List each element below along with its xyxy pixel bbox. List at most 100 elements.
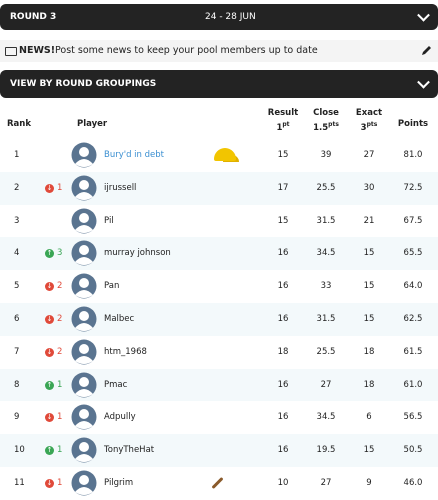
column-header: Result 1pt bbox=[263, 108, 303, 140]
cell-points: 81.0 bbox=[403, 150, 423, 160]
spoon-icon bbox=[211, 476, 224, 490]
column-weight: 3 bbox=[360, 122, 367, 133]
cell-result: 17 bbox=[277, 182, 289, 193]
cell-points: 61.0 bbox=[403, 379, 423, 390]
move-icon: ↓ bbox=[45, 347, 54, 357]
cell-result: 16 bbox=[277, 314, 289, 324]
groupings-bar[interactable]: VIEW BY ROUND GROUPINGS bbox=[0, 70, 438, 98]
cell-result: 15 bbox=[277, 150, 289, 160]
cell-points: 65.5 bbox=[403, 248, 423, 259]
cell-close: 27 bbox=[320, 379, 332, 390]
cell-close: 25.5 bbox=[316, 346, 336, 357]
cell-points: 64.0 bbox=[403, 281, 423, 292]
cell-points: 56.5 bbox=[403, 412, 423, 423]
rank: 7 bbox=[14, 346, 20, 357]
cell-close: 19.5 bbox=[316, 445, 336, 456]
move-amount: 1 bbox=[57, 379, 63, 390]
edit-icon[interactable] bbox=[421, 45, 432, 56]
player-name[interactable]: Adpully bbox=[104, 412, 136, 423]
column-label: Close bbox=[313, 108, 339, 118]
round-label: ROUND 3 bbox=[10, 12, 57, 22]
move-icon: ↑ bbox=[45, 446, 54, 456]
avatar[interactable] bbox=[71, 208, 97, 234]
cell-close: 31.5 bbox=[316, 314, 336, 324]
move-amount: 1 bbox=[57, 412, 63, 423]
player-name[interactable]: ijrussell bbox=[104, 182, 137, 193]
cell-result: 16 bbox=[277, 379, 289, 390]
cell-exact: 21 bbox=[363, 215, 375, 226]
player-name[interactable]: murray johnson bbox=[104, 248, 171, 259]
move-icon: ↓ bbox=[45, 183, 54, 193]
column-header: Player bbox=[72, 108, 137, 140]
player-name[interactable]: Malbec bbox=[104, 314, 135, 324]
news-bar: NEWS! Post some news to keep your pool m… bbox=[0, 40, 438, 62]
avatar[interactable] bbox=[71, 339, 97, 365]
rank: 5 bbox=[14, 281, 20, 292]
column-header: Close 1.5pts bbox=[306, 108, 346, 140]
player-name[interactable]: Pan bbox=[104, 281, 120, 292]
column-label: Points bbox=[397, 119, 429, 129]
rank: 11 bbox=[14, 478, 25, 488]
news-icon bbox=[5, 47, 17, 56]
table-row: 2 ↓ 1 ijrussell 17 25.5 30 72.5 bbox=[0, 171, 438, 205]
avatar[interactable] bbox=[71, 142, 97, 168]
avatar[interactable] bbox=[71, 175, 97, 201]
round-dates: 24 - 28 JUN bbox=[205, 12, 256, 22]
cell-close: 34.5 bbox=[316, 412, 336, 423]
avatar[interactable] bbox=[71, 240, 97, 266]
column-header: Points bbox=[393, 108, 433, 140]
avatar[interactable] bbox=[71, 404, 97, 430]
table-row: 1 Bury'd in debt 15 39 27 81.0 bbox=[0, 139, 438, 172]
avatar[interactable] bbox=[71, 437, 97, 463]
cell-exact: 18 bbox=[363, 379, 375, 390]
table-row: 6 ↓ 2 Malbec 16 31.5 15 62.5 bbox=[0, 303, 438, 336]
cell-result: 16 bbox=[277, 248, 289, 259]
cell-close: 33 bbox=[320, 281, 332, 292]
cell-points: 62.5 bbox=[403, 314, 423, 324]
column-header: Rank bbox=[2, 108, 37, 140]
rank: 8 bbox=[14, 379, 20, 390]
cell-points: 67.5 bbox=[403, 215, 423, 226]
column-label: Result bbox=[267, 108, 299, 118]
move-amount: 1 bbox=[57, 478, 63, 488]
table-row: 4 ↑ 3 murray johnson 16 34.5 15 65.5 bbox=[0, 237, 438, 271]
avatar[interactable] bbox=[71, 372, 97, 398]
move-icon: ↓ bbox=[45, 479, 54, 488]
cell-close: 34.5 bbox=[316, 248, 336, 259]
cell-result: 18 bbox=[277, 346, 289, 357]
table-row: 9 ↓ 1 Adpully 16 34.5 6 56.5 bbox=[0, 401, 438, 435]
avatar[interactable] bbox=[71, 273, 97, 299]
column-weight: 1.5 bbox=[313, 122, 329, 133]
player-name[interactable]: TonyTheHat bbox=[104, 445, 155, 456]
cell-close: 27 bbox=[320, 478, 332, 488]
cell-points: 61.5 bbox=[403, 346, 423, 357]
table-row: 3 Pil 15 31.5 21 67.5 bbox=[0, 204, 438, 238]
cell-close: 31.5 bbox=[316, 215, 336, 226]
player-name[interactable]: Bury'd in debt bbox=[104, 150, 164, 160]
cell-exact: 15 bbox=[363, 281, 375, 292]
chevron bbox=[417, 8, 430, 22]
cell-points: 50.5 bbox=[403, 445, 423, 456]
player-name[interactable]: Pil bbox=[104, 215, 114, 226]
move-icon: ↓ bbox=[45, 282, 54, 292]
player-name[interactable]: Pmac bbox=[104, 379, 128, 390]
avatar[interactable] bbox=[71, 470, 97, 496]
cell-exact: 30 bbox=[363, 182, 375, 193]
move-icon: ↓ bbox=[45, 413, 54, 423]
move-icon: ↑ bbox=[45, 380, 54, 390]
round-bar[interactable]: ROUND 3 24 - 28 JUN bbox=[0, 4, 438, 30]
cell-result: 10 bbox=[277, 478, 289, 488]
player-name[interactable]: Pilgrim bbox=[104, 478, 134, 488]
rank: 4 bbox=[14, 248, 20, 259]
player-name[interactable]: htm_1968 bbox=[104, 346, 147, 357]
column-label: Rank bbox=[7, 119, 31, 129]
cell-result: 16 bbox=[277, 281, 289, 292]
column-weight: 1 bbox=[276, 122, 283, 133]
move-amount: 1 bbox=[57, 182, 63, 193]
rank: 9 bbox=[14, 412, 20, 423]
cell-points: 72.5 bbox=[403, 182, 423, 193]
cell-exact: 15 bbox=[363, 445, 375, 456]
avatar[interactable] bbox=[71, 306, 97, 332]
news-label: NEWS! bbox=[19, 45, 56, 56]
cap-icon bbox=[214, 148, 236, 161]
